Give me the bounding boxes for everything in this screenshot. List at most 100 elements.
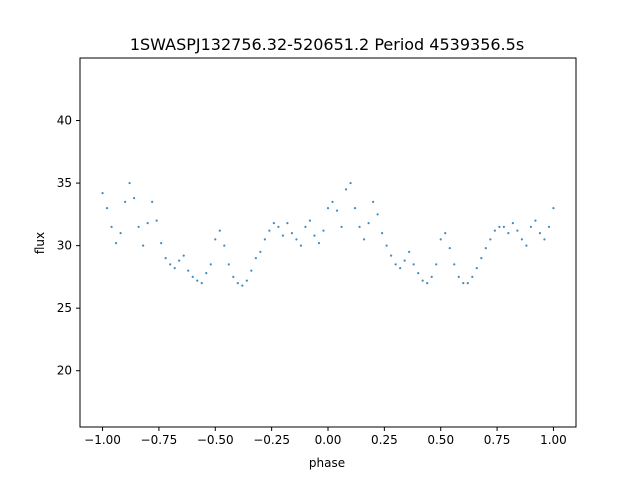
- data-point: [390, 254, 393, 257]
- data-point: [421, 279, 424, 282]
- data-point: [326, 207, 330, 210]
- data-point: [525, 244, 528, 247]
- data-point: [160, 242, 163, 245]
- data-point: [507, 232, 510, 235]
- data-point: [299, 244, 303, 247]
- data-point: [155, 219, 158, 222]
- data-point: [232, 275, 235, 278]
- data-point: [169, 263, 172, 266]
- data-point: [529, 225, 533, 228]
- data-point: [254, 257, 257, 260]
- x-axis-label: phase: [309, 456, 345, 470]
- plot-area: [101, 181, 555, 287]
- data-point: [272, 222, 275, 225]
- data-point: [123, 200, 127, 203]
- data-point: [187, 269, 190, 272]
- data-point: [317, 242, 321, 245]
- data-point: [426, 282, 429, 285]
- data-point: [412, 263, 415, 266]
- data-point: [250, 269, 253, 272]
- data-point: [498, 225, 501, 228]
- data-point: [430, 275, 433, 278]
- data-point: [214, 238, 217, 241]
- data-point: [200, 282, 203, 285]
- data-point: [439, 238, 442, 241]
- data-point: [403, 259, 406, 262]
- data-point: [448, 247, 451, 250]
- data-point: [286, 222, 289, 225]
- data-point: [502, 225, 505, 228]
- data-point: [547, 225, 551, 228]
- data-point: [209, 263, 212, 266]
- y-axis-label: flux: [33, 232, 47, 254]
- data-point: [417, 272, 420, 275]
- data-point: [367, 222, 370, 225]
- plot-frame: [79, 57, 577, 428]
- y-axis: 20 25 30 35 40: [57, 114, 80, 378]
- data-point: [435, 263, 438, 266]
- x-tick-label: 1.00: [540, 433, 567, 447]
- data-point: [399, 267, 402, 270]
- data-point: [516, 229, 519, 232]
- data-point: [340, 225, 343, 228]
- data-point: [489, 238, 492, 241]
- data-point: [543, 238, 546, 241]
- data-point: [394, 263, 397, 266]
- x-axis: −1.00 −0.75 −0.50 −0.25 0.00 0.25 0.50 0.75 1.00: [84, 427, 567, 447]
- data-point: [290, 232, 294, 235]
- data-point: [493, 229, 496, 232]
- data-point: [128, 181, 131, 185]
- x-tick-label: −0.25: [253, 433, 290, 447]
- data-point: [110, 225, 113, 228]
- chart-title: 1SWASPJ132756.32-520651.2 Period 4539356…: [130, 35, 524, 54]
- data-point: [205, 272, 208, 275]
- data-point: [358, 225, 361, 228]
- data-point: [322, 229, 325, 232]
- data-point: [511, 222, 514, 225]
- data-point: [137, 225, 140, 228]
- y-tick-label: 25: [57, 301, 72, 315]
- data-point: [349, 181, 352, 185]
- data-point: [471, 275, 474, 278]
- data-point: [178, 259, 181, 262]
- data-point: [371, 200, 375, 203]
- data-point: [344, 188, 348, 191]
- data-point: [105, 207, 109, 210]
- y-tick-label: 40: [57, 114, 72, 128]
- x-tick-label: −1.00: [84, 433, 121, 447]
- data-point: [304, 225, 307, 228]
- data-point: [114, 242, 118, 245]
- data-point: [353, 207, 357, 210]
- y-tick-label: 35: [57, 176, 72, 190]
- x-tick-label: 0.50: [427, 433, 454, 447]
- data-point: [453, 263, 456, 266]
- x-tick-label: −0.50: [197, 433, 234, 447]
- data-point: [335, 209, 339, 212]
- data-point: [381, 232, 384, 235]
- data-point: [385, 244, 388, 247]
- y-tick-label: 30: [57, 239, 72, 253]
- data-point: [538, 232, 542, 235]
- data-point: [268, 229, 271, 232]
- data-point: [263, 238, 266, 241]
- data-point: [457, 275, 460, 278]
- data-point: [151, 200, 154, 203]
- data-point: [475, 267, 478, 270]
- data-point: [142, 244, 145, 247]
- data-point: [133, 196, 136, 200]
- data-point: [259, 250, 262, 253]
- data-point: [308, 219, 312, 222]
- x-tick-label: 0.25: [371, 433, 398, 447]
- data-point: [362, 238, 366, 241]
- x-tick-label: −0.75: [141, 433, 178, 447]
- data-point: [146, 222, 149, 225]
- data-point: [534, 219, 537, 222]
- data-point: [218, 229, 221, 232]
- y-tick-label: 20: [57, 364, 72, 378]
- data-point: [313, 234, 316, 237]
- data-point: [376, 213, 379, 216]
- data-point: [480, 257, 483, 260]
- data-point: [462, 282, 465, 285]
- data-point: [241, 284, 244, 287]
